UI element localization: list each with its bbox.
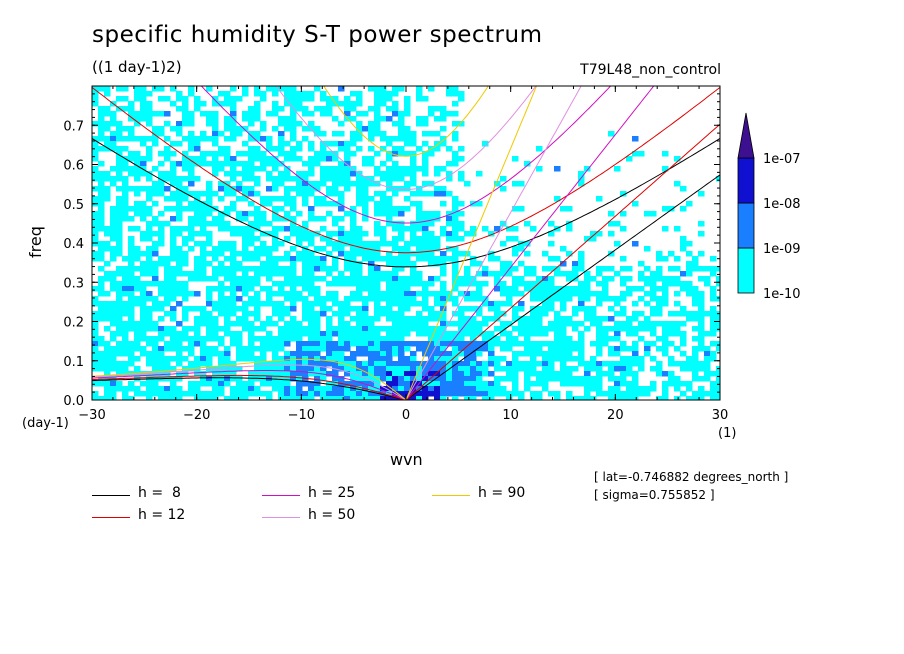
x-tick-label: −30 — [78, 408, 105, 423]
x-tick-label: 20 — [607, 408, 624, 423]
inertia-gravity-curve — [323, 86, 489, 157]
x-tick-label: 10 — [502, 408, 519, 423]
inertia-gravity-curve — [275, 86, 537, 190]
y-tick-label: 0.3 — [63, 276, 84, 291]
legend-label: h = 8 — [138, 485, 181, 501]
spectrum-heatmap — [92, 86, 720, 400]
y-tick-label: 0.5 — [63, 198, 84, 213]
chart-title: specific humidity S-T power spectrum — [92, 22, 543, 48]
inertia-gravity-curve — [200, 86, 612, 224]
inertia-gravity-curve — [92, 137, 720, 268]
colorbar-label: 1e-07 — [763, 152, 801, 167]
x-tick-label: −20 — [183, 408, 210, 423]
kelvin-curve — [405, 86, 655, 400]
kelvin-curve — [405, 123, 720, 400]
x-axis-label: wvn — [390, 450, 423, 469]
rossby-curve — [92, 358, 407, 400]
colorbar: 1e-10 1e-09 1e-08 1e-07 — [737, 112, 801, 302]
y-tick-label: 0.7 — [63, 119, 84, 134]
kelvin-curve — [405, 174, 720, 400]
rossby-curve — [92, 374, 407, 400]
colorbar-extend-triangle — [737, 112, 755, 159]
dispersion-curves — [92, 86, 720, 400]
legend-swatch — [92, 495, 130, 496]
colorbar-label: 1e-09 — [763, 242, 801, 257]
rossby-curve — [92, 377, 407, 400]
sigma-info: [ sigma=0.755852 ] — [594, 488, 715, 502]
legend-label: h = 50 — [308, 507, 356, 523]
y-tick-label: 0.2 — [63, 316, 84, 331]
y-tick-label: 0.0 — [63, 394, 84, 409]
legend-swatch — [92, 517, 130, 518]
legend-swatch — [432, 495, 470, 496]
units-label: ((1 day-1)2) — [92, 58, 182, 76]
y-tick-label: 0.1 — [63, 355, 84, 370]
colorbar-label: 1e-08 — [763, 197, 801, 212]
colorbar-label: 1e-10 — [763, 287, 801, 302]
legend-swatch — [262, 517, 300, 518]
legend-swatch — [262, 495, 300, 496]
legend-label: h = 12 — [138, 507, 186, 523]
rossby-curve — [92, 370, 407, 400]
kelvin-curve — [405, 86, 582, 400]
x-tick-label: 0 — [402, 408, 410, 423]
x-tick-label: −10 — [288, 408, 315, 423]
x-tick-label: 30 — [712, 408, 729, 423]
kelvin-curve — [405, 86, 538, 400]
rossby-curve — [92, 364, 407, 400]
colorbar-swatch — [737, 157, 755, 204]
experiment-label: T79L48_non_control — [580, 62, 721, 78]
y-tick-label: 0.6 — [63, 159, 84, 174]
colorbar-swatch — [737, 202, 755, 249]
legend-label: h = 25 — [308, 485, 356, 501]
y-tick-label: 0.4 — [63, 237, 84, 252]
x-unit-right: (1) — [718, 426, 737, 441]
legend-label: h = 90 — [478, 485, 526, 501]
lat-info: [ lat=-0.746882 degrees_north ] — [594, 470, 789, 484]
colorbar-swatch — [737, 247, 755, 294]
x-unit-left: (day-1) — [22, 416, 69, 431]
inertia-gravity-curve — [92, 87, 720, 254]
